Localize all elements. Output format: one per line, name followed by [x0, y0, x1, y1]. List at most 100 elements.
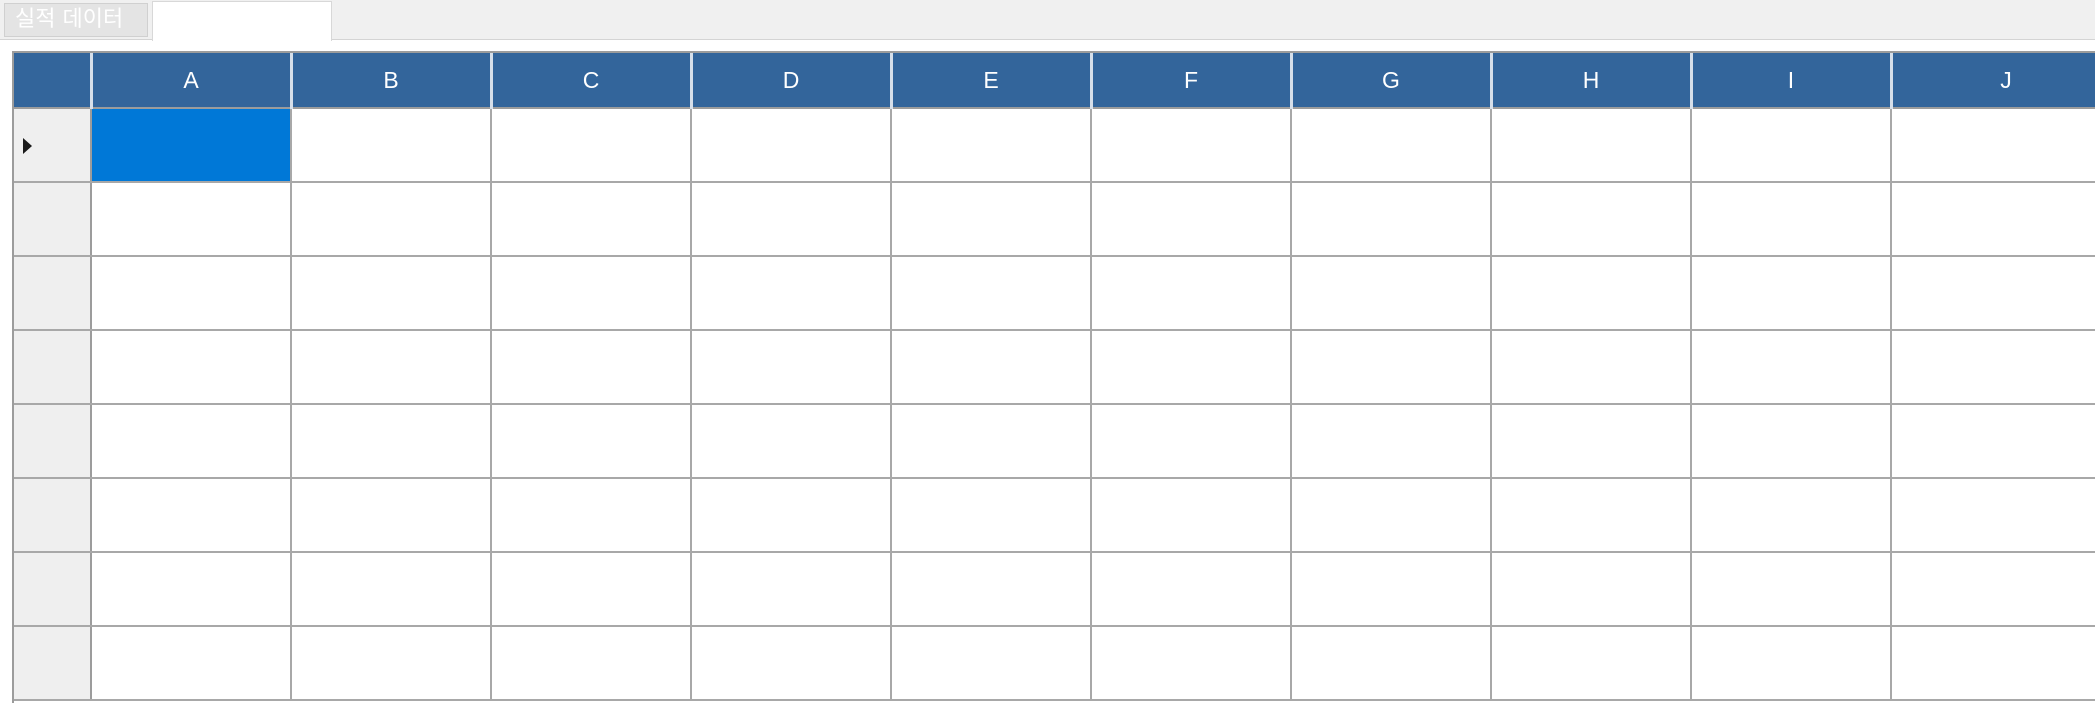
cell-d-3[interactable] — [691, 256, 892, 331]
cell-f-6[interactable] — [1091, 478, 1292, 553]
cell-h-3[interactable] — [1491, 256, 1692, 331]
cell-i-2[interactable] — [1691, 182, 1892, 257]
column-header-a[interactable]: A — [91, 53, 293, 109]
tab-label[interactable]: 실적 데이터 — [4, 3, 148, 37]
cell-d-5[interactable] — [691, 404, 892, 479]
cell-i-6[interactable] — [1691, 478, 1892, 553]
cell-f-8[interactable] — [1091, 626, 1292, 701]
cell-d-8[interactable] — [691, 626, 892, 701]
cell-b-3[interactable] — [291, 256, 492, 331]
cell-b-1[interactable] — [291, 108, 492, 183]
row-header[interactable] — [14, 182, 92, 257]
column-header-g[interactable]: G — [1291, 53, 1493, 109]
cell-a-2[interactable] — [91, 182, 292, 257]
cell-g-4[interactable] — [1291, 330, 1492, 405]
column-header-b[interactable]: B — [291, 53, 493, 109]
column-header-c[interactable]: C — [491, 53, 693, 109]
cell-e-3[interactable] — [891, 256, 1092, 331]
cell-b-7[interactable] — [291, 552, 492, 627]
column-header-e[interactable]: E — [891, 53, 1093, 109]
cell-e-5[interactable] — [891, 404, 1092, 479]
cell-h-2[interactable] — [1491, 182, 1692, 257]
cell-j-5[interactable] — [1891, 404, 2095, 479]
cell-j-3[interactable] — [1891, 256, 2095, 331]
cell-h-6[interactable] — [1491, 478, 1692, 553]
cell-c-2[interactable] — [491, 182, 692, 257]
cell-j-1[interactable] — [1891, 108, 2095, 183]
cell-c-3[interactable] — [491, 256, 692, 331]
cell-c-7[interactable] — [491, 552, 692, 627]
cell-e-2[interactable] — [891, 182, 1092, 257]
cell-d-4[interactable] — [691, 330, 892, 405]
cell-e-6[interactable] — [891, 478, 1092, 553]
cell-f-7[interactable] — [1091, 552, 1292, 627]
cell-b-6[interactable] — [291, 478, 492, 553]
row-header[interactable] — [14, 478, 92, 553]
cell-i-1[interactable] — [1691, 108, 1892, 183]
cell-g-1[interactable] — [1291, 108, 1492, 183]
cell-c-4[interactable] — [491, 330, 692, 405]
cell-e-8[interactable] — [891, 626, 1092, 701]
cell-a-7[interactable] — [91, 552, 292, 627]
cell-i-4[interactable] — [1691, 330, 1892, 405]
cell-g-5[interactable] — [1291, 404, 1492, 479]
cell-h-4[interactable] — [1491, 330, 1692, 405]
cell-f-3[interactable] — [1091, 256, 1292, 331]
cell-d-7[interactable] — [691, 552, 892, 627]
cell-c-8[interactable] — [491, 626, 692, 701]
cell-g-8[interactable] — [1291, 626, 1492, 701]
tab-name-field[interactable] — [152, 1, 332, 41]
cell-h-8[interactable] — [1491, 626, 1692, 701]
column-header-f[interactable]: F — [1091, 53, 1293, 109]
cell-j-8[interactable] — [1891, 626, 2095, 701]
cell-i-8[interactable] — [1691, 626, 1892, 701]
cell-a-1[interactable] — [91, 108, 292, 183]
row-header[interactable] — [14, 404, 92, 479]
cell-e-7[interactable] — [891, 552, 1092, 627]
row-header[interactable] — [14, 552, 92, 627]
cell-b-5[interactable] — [291, 404, 492, 479]
cell-c-1[interactable] — [491, 108, 692, 183]
cell-i-5[interactable] — [1691, 404, 1892, 479]
column-header-i[interactable]: I — [1691, 53, 1893, 109]
cell-j-2[interactable] — [1891, 182, 2095, 257]
cell-e-4[interactable] — [891, 330, 1092, 405]
select-all-corner[interactable] — [14, 53, 93, 109]
cell-h-5[interactable] — [1491, 404, 1692, 479]
cell-j-6[interactable] — [1891, 478, 2095, 553]
cell-d-6[interactable] — [691, 478, 892, 553]
cell-j-4[interactable] — [1891, 330, 2095, 405]
cell-g-6[interactable] — [1291, 478, 1492, 553]
cell-b-2[interactable] — [291, 182, 492, 257]
column-header-h[interactable]: H — [1491, 53, 1693, 109]
cell-j-7[interactable] — [1891, 552, 2095, 627]
row-header[interactable] — [14, 256, 92, 331]
cell-b-4[interactable] — [291, 330, 492, 405]
cell-i-7[interactable] — [1691, 552, 1892, 627]
cell-h-1[interactable] — [1491, 108, 1692, 183]
column-header-d[interactable]: D — [691, 53, 893, 109]
cell-a-5[interactable] — [91, 404, 292, 479]
row-header[interactable] — [14, 330, 92, 405]
row-header[interactable] — [14, 626, 92, 701]
cell-e-1[interactable] — [891, 108, 1092, 183]
cell-c-5[interactable] — [491, 404, 692, 479]
cell-f-4[interactable] — [1091, 330, 1292, 405]
cell-f-1[interactable] — [1091, 108, 1292, 183]
cell-f-2[interactable] — [1091, 182, 1292, 257]
cell-a-6[interactable] — [91, 478, 292, 553]
cell-h-7[interactable] — [1491, 552, 1692, 627]
cell-a-8[interactable] — [91, 626, 292, 701]
cell-a-3[interactable] — [91, 256, 292, 331]
cell-b-8[interactable] — [291, 626, 492, 701]
cell-d-1[interactable] — [691, 108, 892, 183]
cell-g-3[interactable] — [1291, 256, 1492, 331]
cell-c-6[interactable] — [491, 478, 692, 553]
cell-a-4[interactable] — [91, 330, 292, 405]
column-header-j[interactable]: J — [1891, 53, 2095, 109]
cell-f-5[interactable] — [1091, 404, 1292, 479]
cell-i-3[interactable] — [1691, 256, 1892, 331]
cell-g-2[interactable] — [1291, 182, 1492, 257]
cell-d-2[interactable] — [691, 182, 892, 257]
